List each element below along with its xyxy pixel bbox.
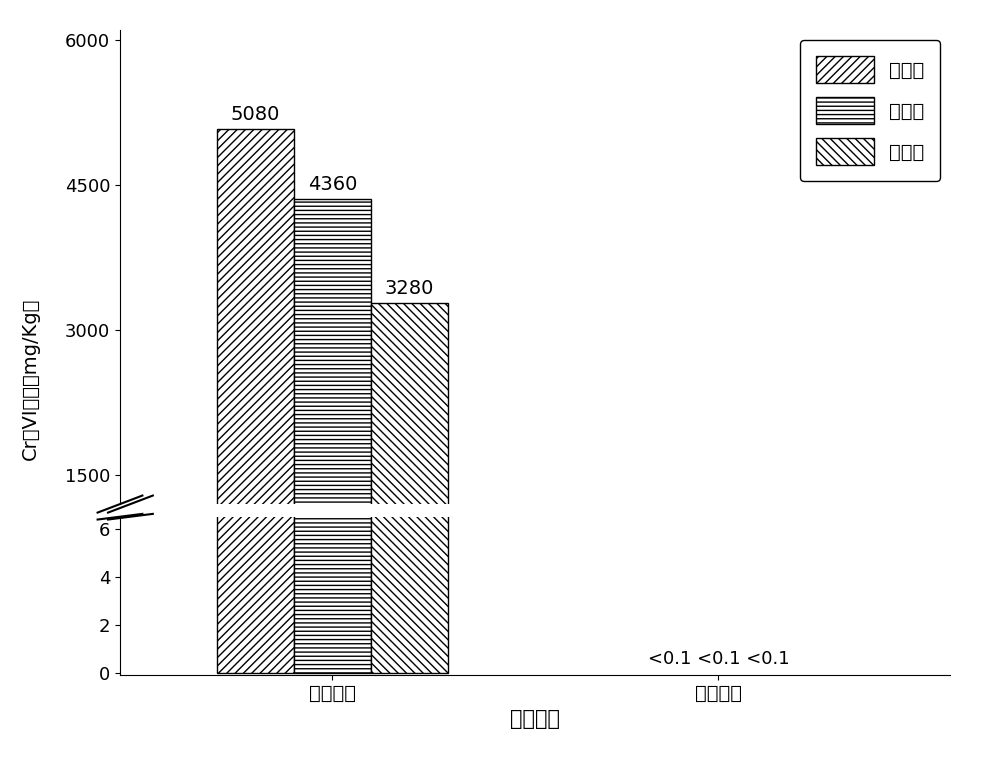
Text: <0.1 <0.1 <0.1: <0.1 <0.1 <0.1: [648, 650, 789, 668]
Text: 4360: 4360: [308, 174, 357, 194]
Bar: [217, 0, 294, 673]
Text: 3280: 3280: [385, 279, 434, 298]
Bar: [294, 199, 371, 620]
Bar: [371, 303, 448, 620]
Text: 5080: 5080: [230, 105, 280, 124]
X-axis label: 检测周期: 检测周期: [510, 709, 560, 729]
Text: Cr（VI）／（mg/Kg）: Cr（VI）／（mg/Kg）: [20, 298, 40, 460]
Bar: [294, 0, 371, 673]
Bar: [371, 0, 448, 673]
Legend: 最大値, 平均値, 最小値: 最大値, 平均値, 最小値: [800, 40, 940, 181]
Bar: [217, 129, 294, 620]
